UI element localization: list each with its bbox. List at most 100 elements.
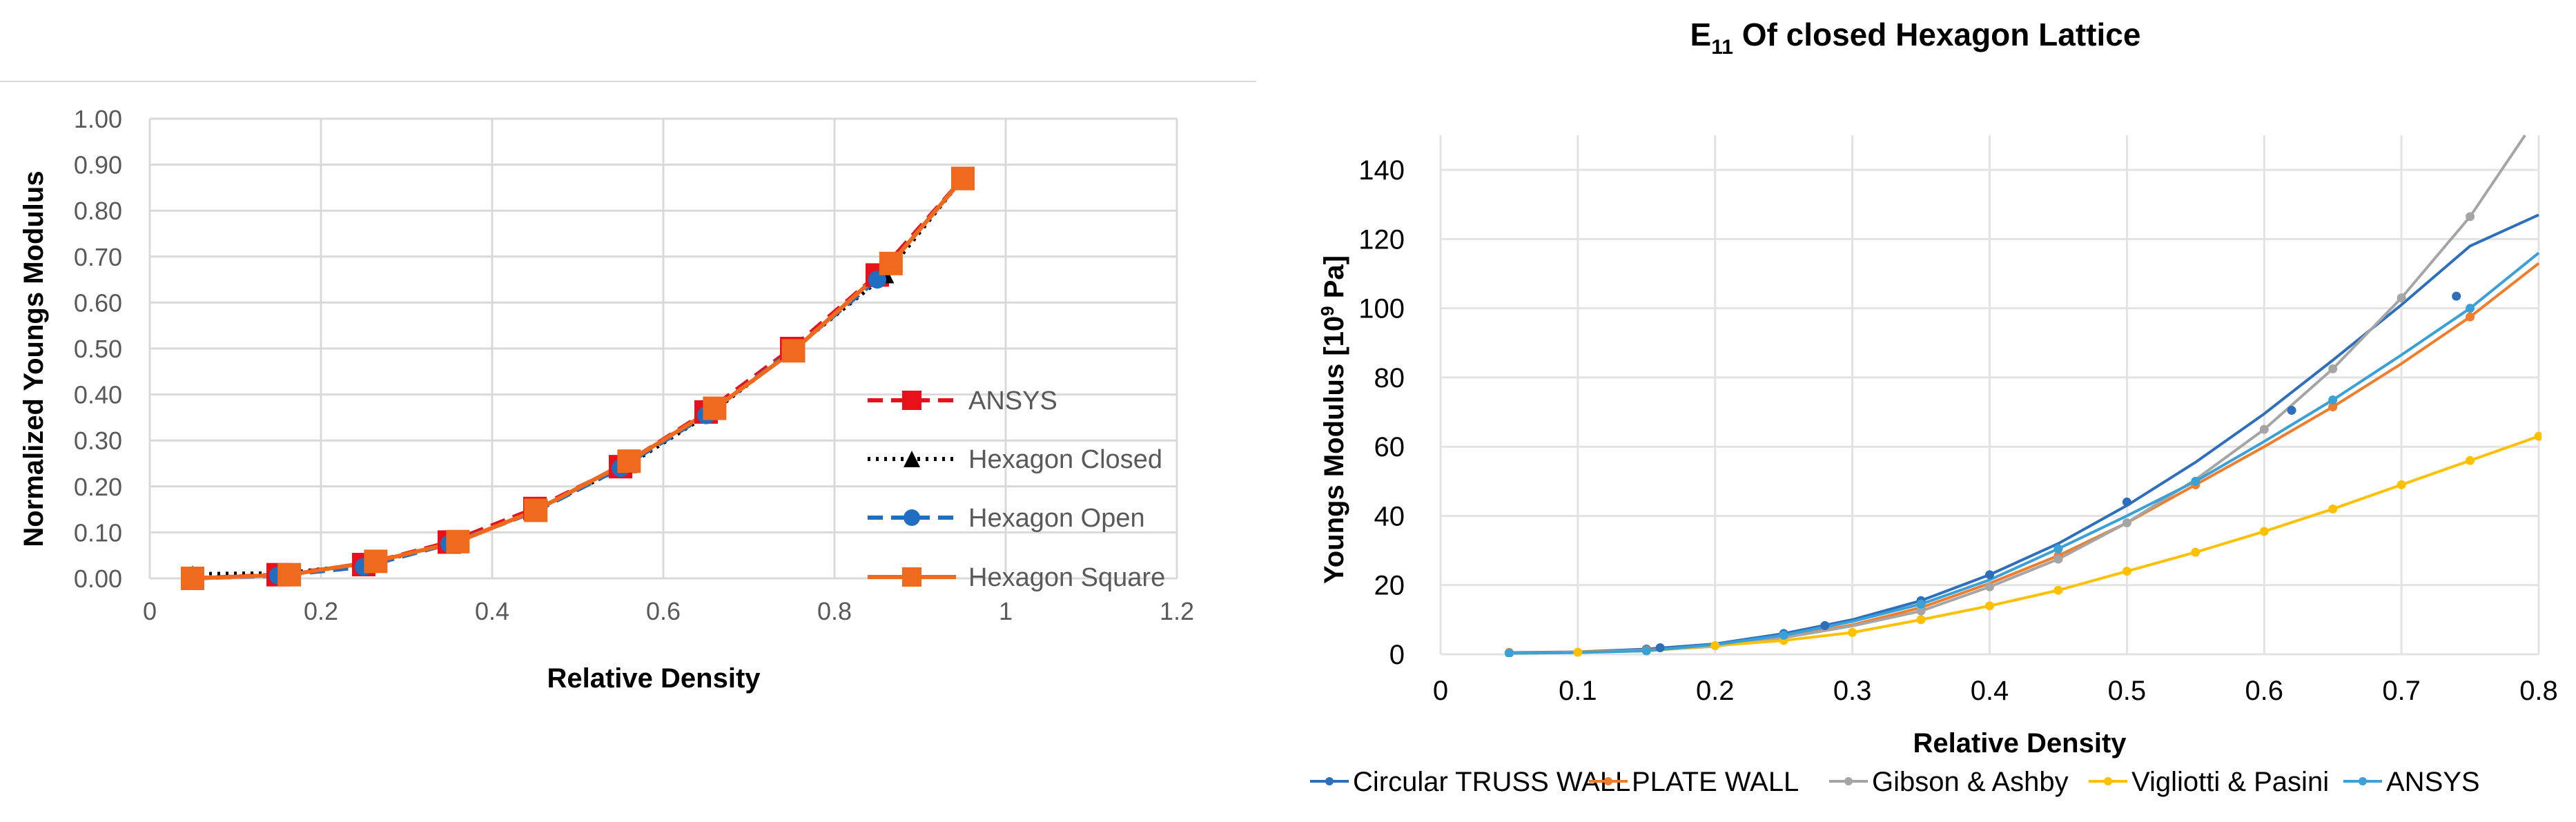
left-legend-label: Hexagon Square [968, 563, 1165, 592]
right-chart-y-tick-label: 80 [1374, 363, 1405, 393]
right-series-point-3 [2328, 504, 2338, 513]
right-series-point-2 [2053, 554, 2063, 564]
left-series-point-3 [781, 339, 806, 363]
right-chart-x-tick-label: 0 [1433, 676, 1448, 706]
left-chart-series [181, 166, 975, 590]
right-chart-title-main: E [1690, 17, 1712, 52]
left-chart-y-tick-label: 0.50 [74, 335, 122, 363]
left-series-point-3 [364, 549, 388, 574]
right-series-point-4 [2328, 395, 2338, 405]
right-chart-x-tick-label: 0.1 [1559, 676, 1597, 706]
right-series-point-3 [2397, 480, 2406, 489]
left-chart: 0.000.100.200.300.400.500.600.700.800.90… [0, 81, 1256, 694]
left-chart-y-tick-label: 0.10 [74, 518, 122, 547]
right-chart-y-ticks: 0 20 40 60 80 100 120 140 [1358, 155, 1405, 670]
right-series-point-2 [2328, 364, 2338, 373]
left-legend-label: Hexagon Open [968, 504, 1145, 533]
right-chart-x-tick-label: 0.4 [1971, 676, 2009, 706]
left-chart-y-tick-label: 0.80 [74, 197, 122, 225]
left-legend-marker [904, 451, 920, 467]
right-chart-x-tick-label: 0.6 [2245, 676, 2283, 706]
right-series-point-3 [2122, 567, 2131, 576]
right-series-point-0 [1655, 643, 1665, 652]
left-series-point-3 [617, 449, 641, 473]
left-legend-marker [904, 509, 920, 526]
right-chart-y-tick-label: 40 [1374, 501, 1405, 531]
left-legend-marker [902, 567, 921, 587]
right-chart-x-ticks: 0 0.1 0.2 0.3 0.4 0.5 0.6 0.7 0.8 [1433, 676, 2558, 706]
left-series-point-3 [181, 567, 204, 590]
right-chart-series [1504, 134, 2541, 657]
right-chart-y-tick-label: 20 [1374, 571, 1405, 601]
right-series-point-2 [2122, 518, 2131, 527]
right-series-point-4 [1779, 630, 1788, 640]
right-series-point-1 [2328, 402, 2338, 412]
right-series-point-4 [1916, 599, 1926, 609]
right-chart-title-rest: Of closed Hexagon Lattice [1733, 17, 2140, 52]
right-series-point-3 [2191, 547, 2201, 557]
left-series-point-3 [703, 396, 727, 420]
right-series-point-2 [1985, 582, 1994, 591]
right-chart-plot-area [1504, 134, 2541, 657]
right-series-point-2 [2259, 424, 2269, 434]
right-series-point-0 [2287, 406, 2296, 415]
left-chart-x-ticks: 0 0.2 0.4 0.6 0.8 1 1.2 [143, 597, 1194, 625]
left-chart-y-tick-label: 1.00 [74, 105, 122, 133]
right-chart-x-axis-label: Relative Density [1913, 728, 2127, 759]
left-chart-x-tick-label: 1 [999, 597, 1013, 625]
right-series-point-3 [1573, 647, 1583, 657]
right-chart-y-label-superscript: 9 [1317, 306, 1338, 315]
right-series-point-0 [2122, 497, 2131, 507]
right-chart-y-tick-label: 120 [1358, 224, 1405, 255]
left-chart-x-tick-label: 0.8 [817, 597, 852, 625]
right-chart-x-tick-label: 0.2 [1696, 676, 1735, 706]
left-chart-y-tick-label: 0.60 [74, 288, 122, 317]
left-series-point-3 [879, 251, 903, 275]
left-legend-label: ANSYS [968, 386, 1057, 415]
right-series-point-0 [1985, 570, 1994, 580]
right-series-point-3 [1916, 615, 1926, 625]
left-series-point-3 [446, 529, 470, 554]
right-series-point-4 [1641, 646, 1651, 656]
left-chart-legend: ANSYS Hexagon Closed Hexagon Open Hexagon S… [868, 386, 1165, 592]
right-chart-grid [1439, 135, 2540, 656]
right-chart-x-tick-label: 0.7 [2382, 676, 2421, 706]
left-chart-y-tick-label: 0.40 [74, 381, 122, 409]
right-chart-y-tick-label: 140 [1358, 155, 1405, 186]
right-legend-label: PLATE WALL [1632, 767, 1799, 797]
right-series-point-3 [1710, 640, 1720, 650]
left-chart-x-axis-label: Relative Density [547, 663, 761, 694]
right-legend-marker [2104, 777, 2112, 785]
right-series-point-4 [2053, 544, 2063, 554]
right-legend-label: Gibson & Ashby [1872, 767, 2069, 797]
right-chart-y-tick-label: 60 [1374, 432, 1405, 462]
right-legend-label: Circular TRUSS WALL [1353, 767, 1630, 797]
left-chart-y-tick-label: 0.90 [74, 151, 122, 179]
right-series-point-4 [2191, 476, 2201, 486]
right-legend-marker [1604, 777, 1612, 785]
right-series-point-0 [2452, 291, 2461, 301]
left-chart-y-tick-label: 0.30 [74, 427, 122, 455]
right-legend-marker [2359, 777, 2367, 785]
right-chart-y-tick-label: 100 [1358, 294, 1405, 324]
right-chart-x-tick-label: 0.8 [2519, 676, 2558, 706]
right-series-point-3 [1848, 627, 1857, 637]
right-series-line-4 [1509, 251, 2540, 655]
right-chart-y-label-suffix: Pa] [1319, 255, 1349, 306]
right-legend-marker [1325, 777, 1334, 785]
left-chart-x-tick-label: 0.4 [475, 597, 509, 625]
left-legend-label: Hexagon Closed [968, 445, 1162, 474]
left-chart-y-ticks: 0.00 0.10 0.20 0.30 0.40 0.50 0.60 0.70 0.80 0.90… [74, 105, 122, 593]
right-series-point-2 [2466, 212, 2475, 222]
left-chart-x-tick-label: 1.2 [1160, 597, 1194, 625]
right-chart-x-tick-label: 0.5 [2108, 676, 2147, 706]
right-series-point-3 [2466, 456, 2475, 465]
right-series-point-2 [2397, 293, 2406, 303]
right-series-point-3 [2053, 585, 2063, 595]
left-series-point-3 [524, 498, 548, 522]
right-series-point-4 [1504, 648, 1514, 657]
right-legend-marker [1844, 777, 1853, 785]
